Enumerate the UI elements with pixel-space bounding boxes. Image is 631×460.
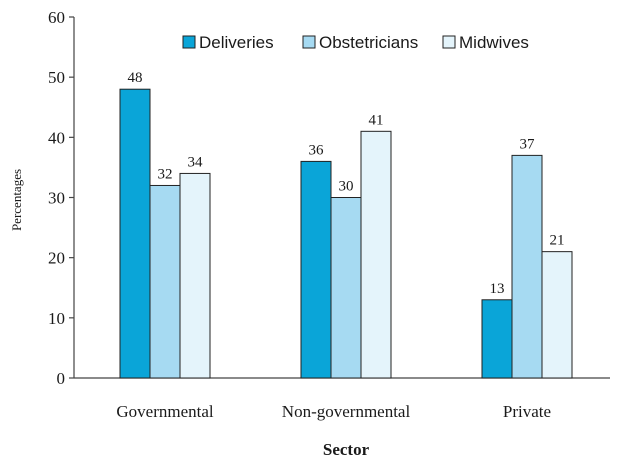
bars bbox=[119, 88, 573, 379]
legend-label-obstetricians: Obstetricians bbox=[319, 33, 418, 52]
y-tick-label: 30 bbox=[48, 189, 65, 208]
data-label: 32 bbox=[158, 166, 173, 182]
data-label: 21 bbox=[550, 233, 565, 249]
y-tick-label: 10 bbox=[48, 309, 65, 328]
x-axis-title: Sector bbox=[323, 440, 370, 459]
legend-swatch-obstetricians bbox=[302, 35, 316, 49]
y-tick-label: 50 bbox=[48, 68, 65, 87]
data-label: 37 bbox=[520, 136, 536, 152]
y-tick-label: 60 bbox=[48, 8, 65, 27]
bar-midwives-private bbox=[541, 251, 573, 379]
data-label: 48 bbox=[128, 70, 143, 86]
legend-label-midwives: Midwives bbox=[459, 33, 529, 52]
bar-obstetricians-non-governmental bbox=[330, 197, 362, 379]
data-label: 34 bbox=[188, 154, 204, 170]
data-label: 41 bbox=[369, 112, 384, 128]
data-label: 30 bbox=[339, 179, 354, 195]
x-category-label: Governmental bbox=[116, 402, 214, 421]
y-tick-label: 40 bbox=[48, 128, 65, 147]
x-category-label: Private bbox=[503, 402, 551, 421]
data-label: 36 bbox=[309, 142, 325, 158]
bar-obstetricians-governmental bbox=[149, 184, 181, 379]
bar-midwives-governmental bbox=[179, 172, 211, 379]
y-tick-label: 0 bbox=[57, 369, 66, 388]
legend: Deliveries Obstetricians Midwives bbox=[182, 33, 529, 52]
legend-swatch-midwives bbox=[442, 35, 456, 49]
x-category-label: Non-governmental bbox=[282, 402, 411, 421]
bar-deliveries-governmental bbox=[119, 88, 151, 379]
bar-midwives-non-governmental bbox=[360, 130, 392, 379]
legend-swatch-deliveries bbox=[182, 35, 196, 49]
legend-label-deliveries: Deliveries bbox=[199, 33, 274, 52]
bar-obstetricians-private bbox=[511, 154, 543, 379]
bar-deliveries-private bbox=[481, 299, 513, 379]
bar-deliveries-non-governmental bbox=[300, 160, 332, 379]
data-label: 13 bbox=[490, 281, 505, 297]
data-labels: 48 32 34 36 30 41 13 37 21 bbox=[128, 70, 565, 297]
axes: 0 10 20 30 40 50 60 Governmental Non-governmenta… bbox=[48, 8, 610, 421]
y-axis-title: Percentages bbox=[9, 169, 24, 231]
y-tick-label: 20 bbox=[48, 249, 65, 268]
